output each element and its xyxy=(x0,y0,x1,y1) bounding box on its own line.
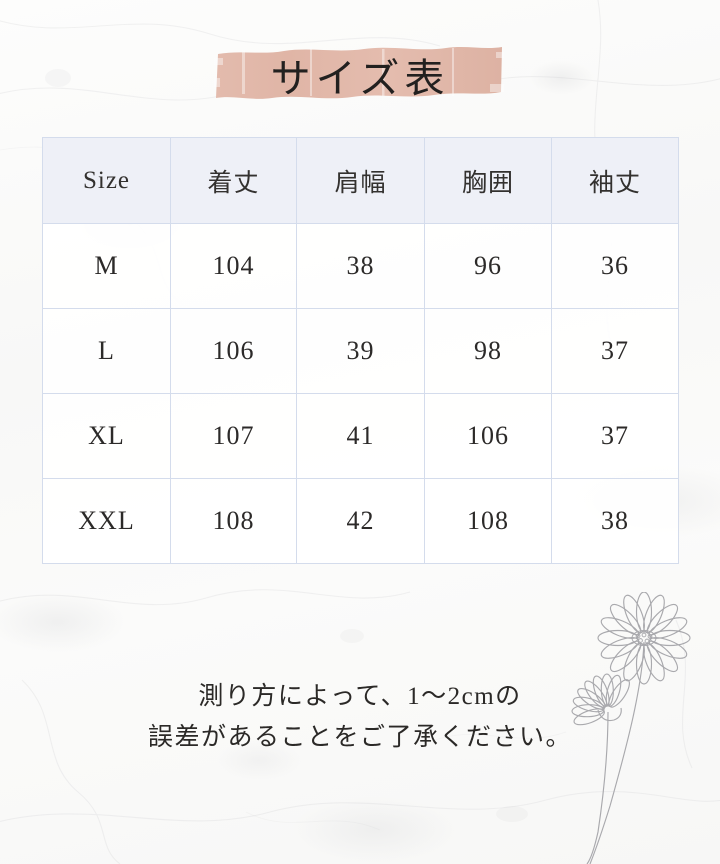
small-daisy-base xyxy=(597,707,622,722)
cell-kyoui: 106 xyxy=(424,393,552,479)
cell-kitake: 104 xyxy=(170,223,297,309)
column-header-kyoui: 胸囲 xyxy=(424,137,552,224)
table-row: L 106 39 98 37 xyxy=(42,308,679,394)
cell-kitake: 108 xyxy=(170,478,297,564)
table-row: M 104 38 96 36 xyxy=(42,223,679,309)
table-header-row: Size 着丈 肩幅 胸囲 袖丈 xyxy=(42,137,679,224)
small-daisy-petals xyxy=(571,673,630,726)
cell-kyoui: 96 xyxy=(424,223,552,309)
large-daisy-petals xyxy=(597,592,691,685)
column-header-katahaba: 肩幅 xyxy=(296,137,425,224)
cell-katahaba: 41 xyxy=(296,393,425,479)
cell-sodetake: 38 xyxy=(551,478,679,564)
cell-kyoui: 108 xyxy=(424,478,552,564)
cell-kitake: 107 xyxy=(170,393,297,479)
size-chart-table: Size 着丈 肩幅 胸囲 袖丈 M 104 38 96 36 L 106 39… xyxy=(42,137,679,564)
measurement-disclaimer: 測り方によって、1〜2cmの 誤差があることをご了承ください。 xyxy=(0,676,720,758)
cell-katahaba: 42 xyxy=(296,478,425,564)
cell-size: XL xyxy=(42,393,171,479)
page-title: サイズ表 xyxy=(270,56,450,101)
title-block: サイズ表 xyxy=(0,34,720,118)
cell-size: L xyxy=(42,308,171,394)
table-row: XL 107 41 106 37 xyxy=(42,393,679,479)
daisy-flower-illustration xyxy=(571,592,691,864)
cell-sodetake: 36 xyxy=(551,223,679,309)
cell-sodetake: 37 xyxy=(551,393,679,479)
column-header-kitake: 着丈 xyxy=(170,137,297,224)
cell-size: XXL xyxy=(42,478,171,564)
disclaimer-line-1: 測り方によって、1〜2cmの xyxy=(198,683,522,710)
column-header-size: Size xyxy=(42,137,171,224)
column-header-sodetake: 袖丈 xyxy=(551,137,679,224)
cell-size: M xyxy=(42,223,171,309)
cell-katahaba: 39 xyxy=(296,308,425,394)
cell-sodetake: 37 xyxy=(551,308,679,394)
cell-katahaba: 38 xyxy=(296,223,425,309)
large-daisy-center xyxy=(631,630,657,646)
cell-kyoui: 98 xyxy=(424,308,552,394)
disclaimer-line-2: 誤差があることをご了承ください。 xyxy=(147,724,572,751)
table-row: XXL 108 42 108 38 xyxy=(42,478,679,564)
cell-kitake: 106 xyxy=(170,308,297,394)
title-brush-banner xyxy=(214,47,504,99)
